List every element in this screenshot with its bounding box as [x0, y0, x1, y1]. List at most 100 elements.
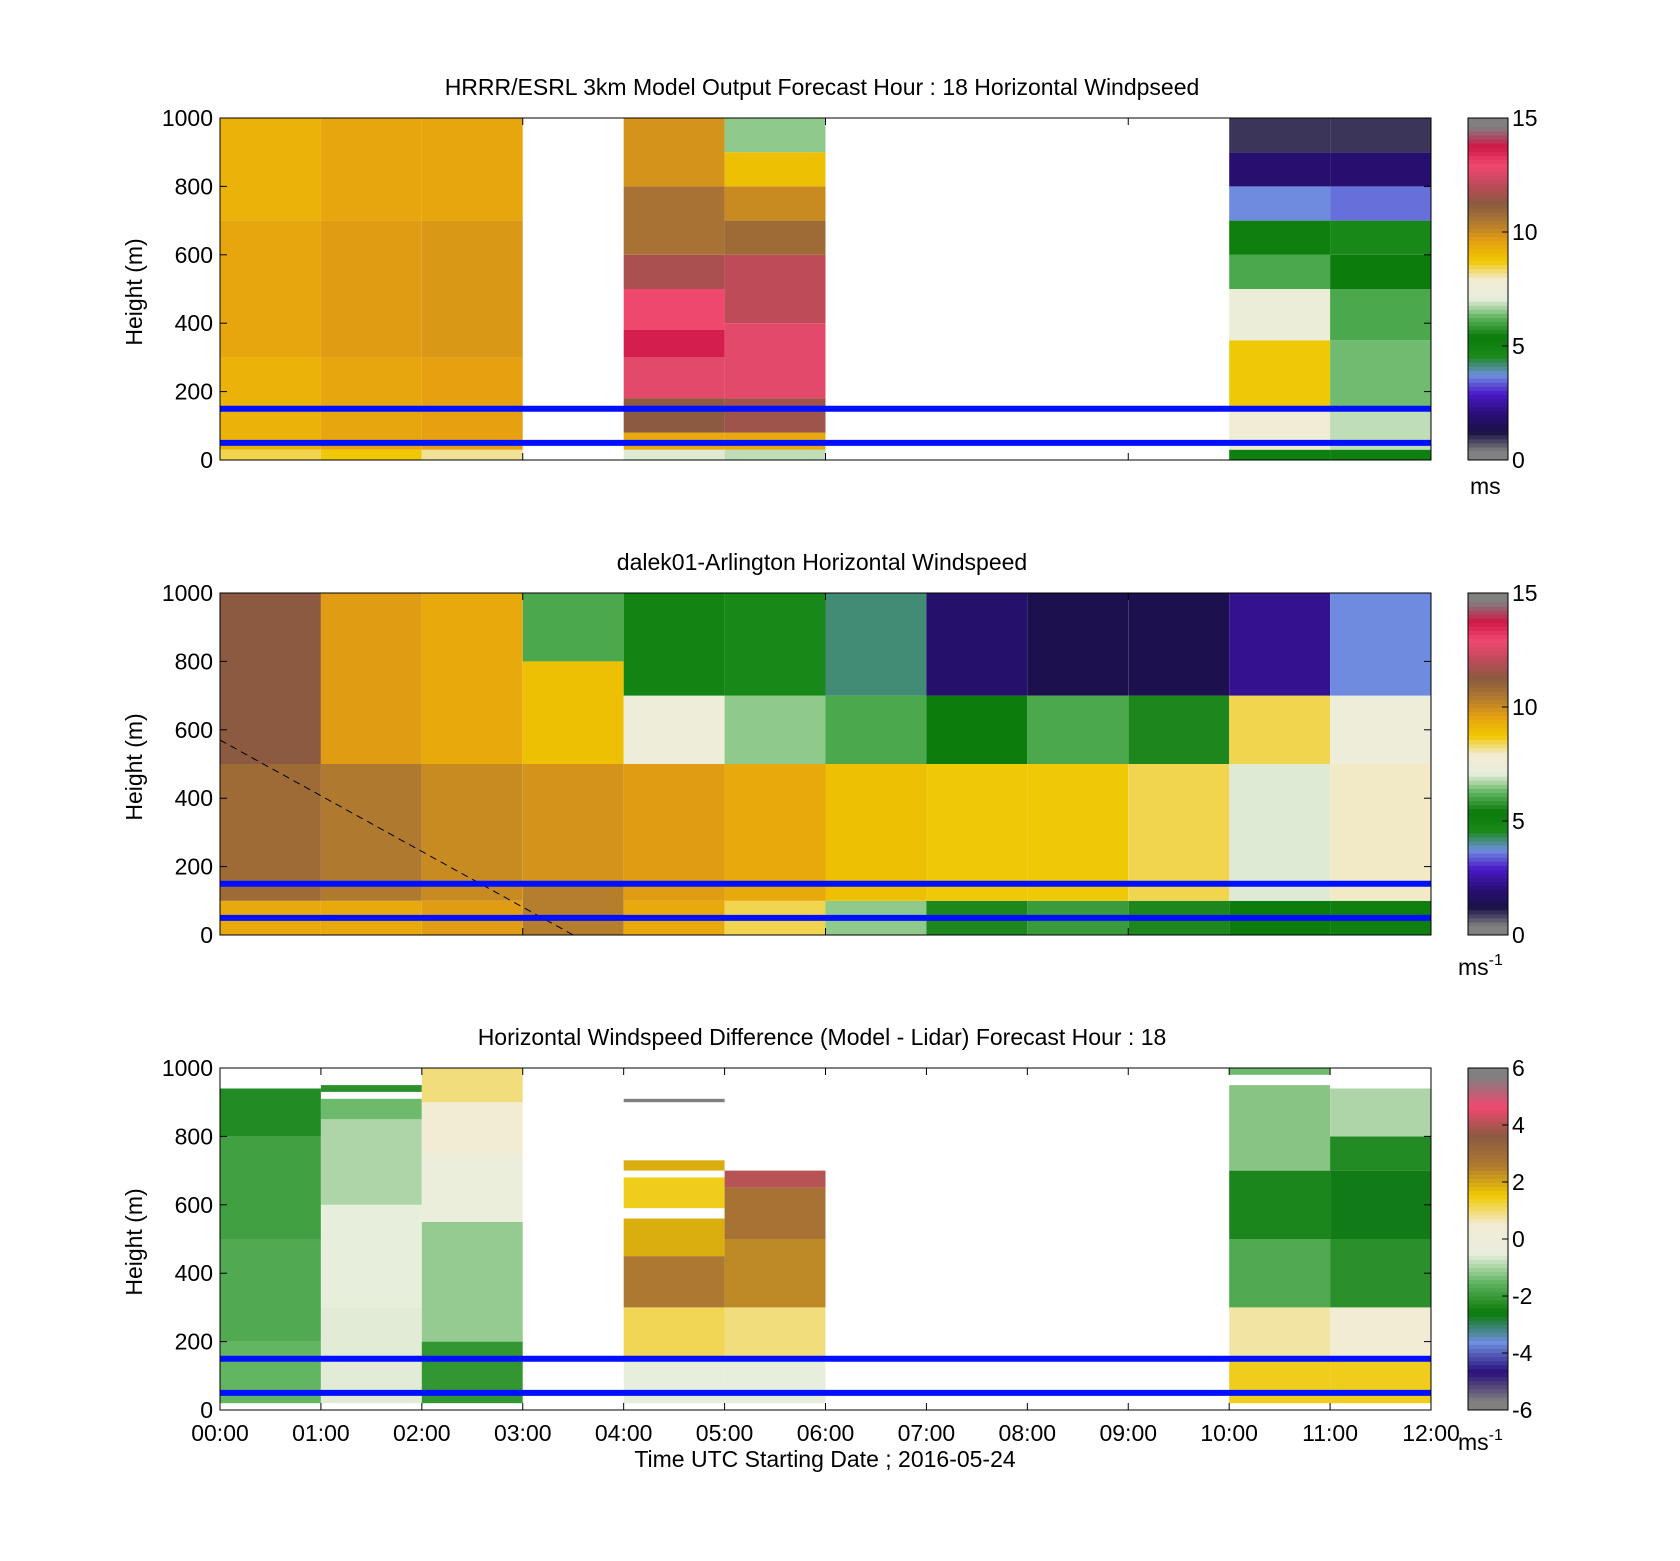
y-tick-label: 1000	[162, 1055, 213, 1081]
y-tick-label: 200	[175, 379, 213, 405]
colorbar-swatch	[1468, 759, 1508, 765]
heatmap-cell	[1027, 593, 1129, 696]
colorbar-swatch	[1468, 845, 1508, 850]
colorbar-swatch	[1468, 739, 1508, 745]
colorbar-swatch	[1468, 1332, 1508, 1337]
colorbar-swatch	[1468, 167, 1508, 173]
colorbar-swatch	[1468, 337, 1508, 343]
panel-title: HRRR/ESRL 3km Model Output Forecast Hour…	[445, 74, 1200, 100]
y-tick-label: 0	[200, 447, 213, 473]
x-axis-label: Time UTC Starting Date ; 2016-05-24	[634, 1446, 1016, 1472]
colorbar-swatch	[1468, 1198, 1508, 1204]
colorbar-cap-top	[1468, 118, 1508, 127]
heatmap-plot-area	[220, 118, 1431, 460]
heatmap-cell	[1330, 220, 1431, 255]
colorbar-swatch	[1468, 1109, 1508, 1115]
colorbar-swatch	[1468, 1186, 1508, 1191]
colorbar-swatch	[1468, 683, 1508, 688]
colorbar-swatch	[1468, 361, 1508, 367]
y-axis-label: Height (m)	[121, 1188, 147, 1295]
colorbar-swatch	[1468, 430, 1508, 436]
heatmap-cell	[724, 1170, 826, 1188]
colorbar-swatch	[1468, 788, 1508, 793]
heatmap-cell	[421, 449, 523, 460]
colorbar-swatch	[1468, 414, 1508, 420]
colorbar-swatch	[1468, 345, 1508, 351]
colorbar-swatch	[1468, 1324, 1508, 1329]
colorbar-tick-label: -2	[1512, 1283, 1532, 1309]
colorbar-swatch	[1468, 1214, 1508, 1220]
y-tick-label: 200	[175, 854, 213, 880]
colorbar-swatch	[1468, 264, 1508, 270]
colorbar-swatch	[1468, 897, 1508, 903]
colorbar-swatch	[1468, 1194, 1508, 1200]
colorbar-swatch	[1468, 654, 1508, 660]
colorbar-unit: ms-1	[1458, 952, 1503, 980]
colorbar-swatch	[1468, 1121, 1508, 1127]
colorbar-swatch	[1468, 341, 1508, 347]
colorbar-swatch	[1468, 402, 1508, 408]
colorbar-swatch	[1468, 658, 1508, 664]
colorbar-swatch	[1468, 203, 1508, 209]
colorbar-swatch	[1468, 678, 1508, 684]
colorbar-swatch	[1468, 784, 1508, 789]
heatmap-cell	[623, 695, 725, 764]
colorbar-swatch	[1468, 812, 1508, 818]
colorbar-swatch	[1468, 707, 1508, 712]
colorbar-swatch	[1468, 1380, 1508, 1386]
x-tick-label: 07:00	[898, 1420, 956, 1446]
colorbar-swatch	[1468, 1174, 1508, 1179]
x-tick-marks	[219, 118, 1432, 460]
colorbar-swatch	[1468, 1287, 1508, 1293]
colorbar-tick-label: 0	[1512, 1226, 1525, 1252]
colorbar-cap-top	[1468, 1068, 1508, 1077]
x-tick-marks	[219, 593, 1432, 935]
y-tick-label: 200	[175, 1329, 213, 1355]
heatmap-cell	[926, 593, 1028, 696]
heatmap-cell	[926, 764, 1028, 901]
colorbar-cap-top	[1468, 593, 1508, 602]
colorbar-swatch	[1468, 216, 1508, 221]
colorbar-swatch	[1468, 357, 1508, 363]
colorbar-swatch	[1468, 909, 1508, 915]
colorbar-tick-label: 6	[1512, 1055, 1525, 1081]
colorbar-swatch	[1468, 1372, 1508, 1378]
heatmap-cell	[623, 1256, 725, 1308]
y-ticks: 0 200 400 600 800 1000	[162, 1055, 1431, 1423]
colorbar-swatch	[1468, 1344, 1508, 1349]
heatmap-cell	[623, 1307, 725, 1359]
y-tick-label: 400	[175, 310, 213, 336]
x-tick-label: 01:00	[292, 1420, 350, 1446]
colorbar-swatch	[1468, 792, 1508, 797]
y-tick-label: 800	[175, 1123, 213, 1149]
heatmap-cell	[421, 1102, 523, 1154]
colorbar-swatch	[1468, 1182, 1508, 1187]
colorbar-tick-label: 10	[1512, 694, 1538, 720]
heatmap-cell	[320, 220, 422, 358]
colorbar-swatch	[1468, 1271, 1508, 1277]
colorbar-swatch	[1468, 1113, 1508, 1119]
colorbar-swatch	[1468, 224, 1508, 229]
heatmap-cell	[1128, 695, 1230, 764]
colorbar-swatch	[1468, 711, 1508, 716]
colorbar-swatch	[1468, 849, 1508, 854]
colorbar-swatch	[1468, 135, 1508, 140]
colorbar-swatch	[1468, 1170, 1508, 1175]
colorbar-tick-label: 5	[1512, 333, 1525, 359]
colorbar-tick-label: 4	[1512, 1112, 1525, 1138]
colorbar-swatch	[1468, 378, 1508, 383]
heatmap-cell	[623, 330, 725, 358]
colorbar-swatch	[1468, 183, 1508, 189]
colorbar-swatch	[1468, 666, 1508, 672]
heatmap-cell	[724, 186, 826, 221]
colorbar-swatch	[1468, 751, 1508, 757]
heatmap-cell	[320, 1119, 422, 1205]
colorbar-swatch	[1468, 796, 1508, 802]
colorbar-swatch	[1468, 394, 1508, 399]
heatmap-cell	[1128, 764, 1230, 901]
colorbar-swatch	[1468, 297, 1508, 302]
heatmap-cell	[623, 1218, 725, 1257]
heatmap-cell	[220, 118, 321, 221]
heatmap-cell	[220, 1136, 321, 1239]
colorbar-swatch	[1468, 1162, 1508, 1167]
